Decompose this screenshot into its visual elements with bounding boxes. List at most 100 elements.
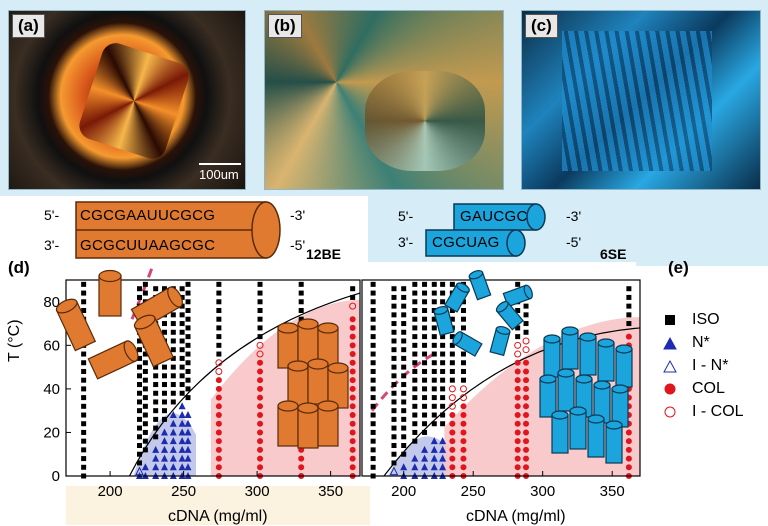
open-circle-marker <box>514 350 522 358</box>
iso-marker <box>401 390 407 396</box>
micrograph-c <box>521 10 761 190</box>
strand-end: 3'- <box>398 234 414 250</box>
x-tick-label: 250 <box>461 483 486 500</box>
iso-marker <box>179 364 185 370</box>
iso-marker <box>515 281 521 287</box>
iso-marker <box>422 316 428 322</box>
iso-marker <box>440 386 446 392</box>
iso-marker <box>137 443 142 449</box>
col-marker <box>349 342 356 349</box>
iso-marker <box>142 351 148 357</box>
scalebar-label: 100um <box>199 167 239 182</box>
col-marker <box>257 368 264 375</box>
iso-marker <box>422 403 428 409</box>
iso-marker <box>391 294 397 300</box>
iso-marker <box>412 281 418 287</box>
iso-marker <box>431 403 437 409</box>
col-marker <box>523 464 530 471</box>
col-marker <box>257 377 264 384</box>
nstar-marker <box>152 454 160 462</box>
cylinder-icon <box>133 314 175 368</box>
iso-marker <box>179 373 185 379</box>
iso-marker <box>81 299 87 305</box>
y-tick-label: 60 <box>43 337 60 354</box>
iso-marker <box>431 290 437 296</box>
iso-marker <box>422 377 428 383</box>
nstar-marker <box>169 419 177 427</box>
iso-marker <box>137 347 142 353</box>
iso-marker <box>81 290 87 296</box>
col-marker <box>460 412 467 419</box>
col-marker <box>257 464 264 471</box>
nstar-marker <box>178 402 186 410</box>
nstar-marker <box>439 437 447 445</box>
iso-marker <box>81 447 87 453</box>
scalebar <box>199 163 241 165</box>
iso-marker <box>179 355 185 361</box>
open-circle-marker <box>448 385 456 393</box>
col-marker <box>523 429 530 436</box>
legend-label: I - COL <box>692 402 744 420</box>
iso-marker <box>137 382 142 388</box>
nstar-marker <box>184 463 192 471</box>
open-circle-icon <box>664 406 676 417</box>
col-marker <box>215 464 222 471</box>
cylinder-icon <box>317 400 339 447</box>
iso-marker <box>185 386 191 392</box>
iso-marker <box>179 390 185 396</box>
col-marker <box>257 385 264 392</box>
iso-marker <box>412 351 418 357</box>
iso-marker <box>626 294 632 300</box>
nstar-marker <box>421 454 429 462</box>
iso-marker <box>440 412 446 418</box>
nstar-marker <box>430 454 438 462</box>
iso-marker <box>431 351 437 357</box>
iso-marker <box>391 434 397 440</box>
iso-marker <box>81 421 87 427</box>
iso-marker <box>422 429 428 435</box>
iso-marker <box>170 382 176 388</box>
y-tick-label: 0 <box>52 468 60 485</box>
col-marker <box>523 403 530 410</box>
open-circle-marker <box>256 341 264 349</box>
col-marker <box>349 429 356 436</box>
col-marker <box>349 446 356 453</box>
iso-marker <box>422 421 428 427</box>
phase-diagram-6se: 200 250 300 350 <box>361 270 641 500</box>
iso-marker <box>391 382 397 388</box>
iso-marker <box>370 447 376 453</box>
droplet <box>75 39 193 163</box>
cylinder-icon <box>615 344 633 388</box>
legend-label: COL <box>692 379 725 397</box>
x-axis-label-12be: cDNA (mg/ml) <box>168 508 268 525</box>
iso-marker <box>153 434 159 440</box>
panel-label-e: (e) <box>668 258 689 277</box>
cylinder-icon <box>327 362 349 409</box>
cylinder-icon <box>277 400 299 447</box>
iso-marker <box>137 373 142 379</box>
iso-marker <box>161 382 167 388</box>
iso-marker <box>81 368 87 374</box>
iso-marker <box>391 312 397 318</box>
iso-marker <box>412 377 418 383</box>
iso-marker <box>401 347 407 353</box>
iso-marker <box>449 351 455 357</box>
col-marker <box>215 429 222 436</box>
iso-marker <box>431 395 437 401</box>
iso-marker <box>142 447 148 453</box>
iso-marker <box>161 390 167 396</box>
iso-marker <box>257 299 263 305</box>
col-marker <box>349 368 356 375</box>
col-marker <box>460 455 467 462</box>
iso-marker <box>81 429 87 435</box>
iso-marker <box>185 395 191 401</box>
cylinder-icon <box>444 282 470 313</box>
iso-marker <box>401 373 407 379</box>
panel-label-a: (a) <box>12 14 45 38</box>
x-tick-label: 250 <box>171 483 196 500</box>
iso-marker <box>391 364 397 370</box>
iso-marker <box>153 390 159 396</box>
iso-marker <box>401 443 407 449</box>
iso-marker <box>370 360 376 366</box>
col-marker <box>215 385 222 392</box>
